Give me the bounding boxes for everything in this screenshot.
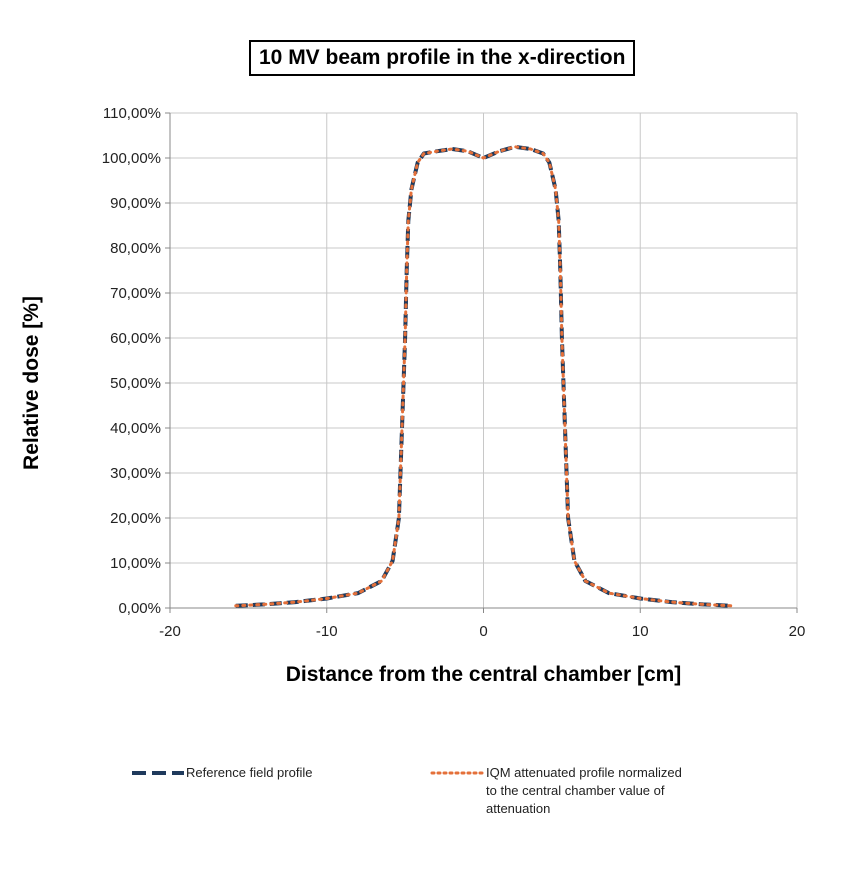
legend-label-iqm-line-3: attenuation [486,801,551,816]
legend-swatch-iqm [430,771,486,775]
y-tick-label: 30,00% [110,465,161,482]
legend-item-reference: Reference field profile [130,764,312,782]
y-tick-label: 90,00% [110,195,161,212]
x-tick-labels: -20 -10 0 10 20 [159,623,805,640]
x-tick-label: -20 [159,623,181,640]
legend-label-iqm-line-2: to the central chamber value of [486,783,665,798]
x-tick-label: -10 [316,623,338,640]
x-tick-label: 0 [479,623,487,640]
y-tick-label: 110,00% [103,105,161,122]
legend-label-reference: Reference field profile [186,765,313,780]
y-tick-labels: 0,00% 10,00% 20,00% 30,00% 40,00% 50,00% 60,00… [102,105,161,617]
y-tick-label: 40,00% [110,420,161,437]
x-axis-label: Distance from the central chamber [cm] [285,663,682,686]
legend-label-iqm-line-1: IQM attenuated profile normalized [486,765,682,780]
y-tick-label: 50,00% [110,375,161,392]
x-tick-label: 10 [632,623,649,640]
y-tick-label: 70,00% [110,285,161,302]
axes [165,112,798,613]
legend-item-iqm: IQM attenuated profile normalized to the… [430,764,682,818]
y-tick-label: 0,00% [118,600,161,617]
series-line-iqm [234,145,733,608]
legend-label-iqm: IQM attenuated profile normalized to the… [486,764,682,818]
chart-title: 10 MV beam profile in the x-direction [249,40,636,76]
y-axis-label: Relative dose [%] [20,296,43,470]
y-tick-label: 60,00% [110,330,161,347]
y-tick-label: 10,00% [110,555,161,572]
legend-swatch-reference [132,771,184,775]
y-tick-label: 80,00% [110,240,161,257]
y-tick-label: 20,00% [110,510,161,527]
y-tick-label: 100,00% [102,150,161,167]
x-tick-label: 20 [789,623,806,640]
grid-lines [169,112,798,608]
series-lines [234,144,733,608]
